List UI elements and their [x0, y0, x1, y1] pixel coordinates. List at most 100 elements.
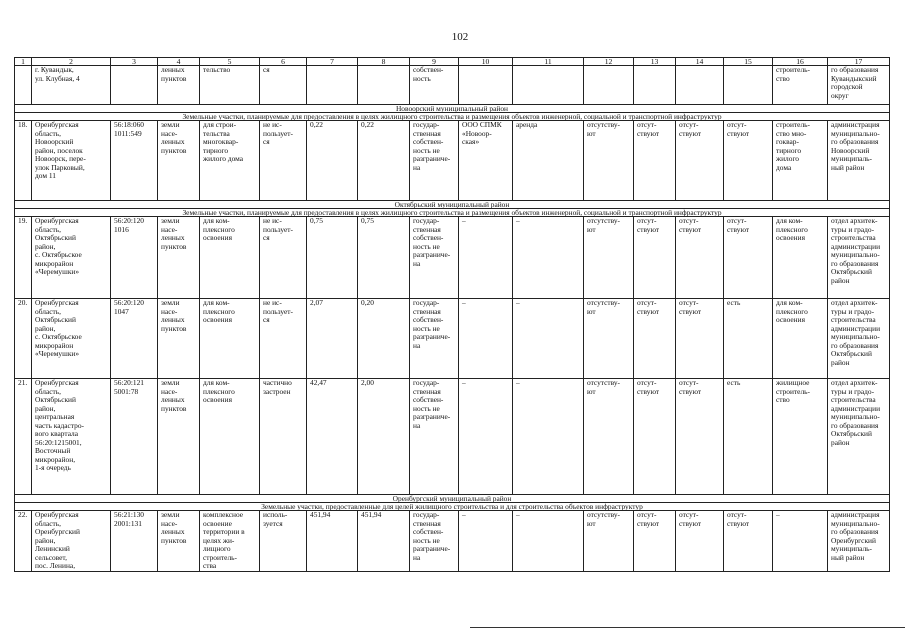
table-cell-col-15: отсут- ствуют [723, 216, 773, 299]
table-cell-col-4: земли насе- ленных пунктов [157, 510, 200, 572]
column-number: 14 [675, 57, 724, 66]
table-row: 22. Оренбургская область, Оренбургский ра… [14, 510, 890, 572]
table-cell-col-9: государ- ственная собствен- ность не раз… [409, 510, 459, 572]
table-cell-col-1: 21. [14, 378, 32, 495]
table-cell-col-15: есть [723, 378, 773, 495]
table-cell-col-14: отсут- ствуют [675, 120, 724, 201]
table-cell-col-2: Оренбургская область, Октябрьский район,… [31, 298, 111, 379]
section-heading: Земельные участки, планируемые для предо… [14, 208, 890, 217]
table-cell-col-14 [675, 65, 724, 105]
column-number: 3 [110, 57, 158, 66]
table-cell-col-2: Оренбургская область, Октябрьский район,… [31, 378, 111, 495]
table-cell-col-14: отсут- ствуют [675, 378, 724, 495]
table-cell-col-5: для ком- плексного освоения [199, 298, 260, 379]
table-cell-col-7: 451,94 [306, 510, 358, 572]
table-cell-col-14: отсут- ствуют [675, 298, 724, 379]
section-heading-row: Земельные участки, планируемые для предо… [14, 112, 890, 121]
table-row: 20. Оренбургская область, Октябрьский рай… [14, 298, 890, 379]
section-heading: Новоорский муниципальный район [14, 104, 890, 113]
table-cell-col-14: отсут- ствуют [675, 216, 724, 299]
table-cell-col-2: Оренбургская область, Октябрьский район,… [31, 216, 111, 299]
column-number: 9 [409, 57, 459, 66]
table-cell-col-13: отсут- ствуют [633, 216, 676, 299]
table-cell-col-3 [110, 65, 158, 105]
table-cell-col-4: земли насе- ленных пунктов [157, 378, 200, 495]
table-cell-col-13: отсут- ствуют [633, 120, 676, 201]
table-cell-col-2: Оренбургская область, Оренбургский район… [31, 510, 111, 572]
section-heading-row: Оренбургский муниципальный район [14, 494, 890, 503]
table-cell-col-4: земли насе- ленных пунктов [157, 298, 200, 379]
column-number-row: 1 2 3 4 5 6 7 8 9 10 11 12 13 14 15 16 17 [14, 57, 890, 66]
table-row: 19. Оренбургская область, Октябрьский рай… [14, 216, 890, 299]
column-number: 7 [306, 57, 358, 66]
table-cell-col-6: не ис- пользует- ся [259, 298, 307, 379]
table-cell-col-5: для строи- тельства многоквар- тирного ж… [199, 120, 260, 201]
column-number: 11 [512, 57, 584, 66]
table-cell-col-15 [723, 65, 773, 105]
table-cell-col-11: – [512, 298, 584, 379]
column-number: 5 [199, 57, 260, 66]
table-cell-col-8: 2,00 [357, 378, 410, 495]
table-cell-col-5: тельство [199, 65, 260, 105]
table-cell-col-7: 2,07 [306, 298, 358, 379]
page-number: 102 [451, 31, 469, 43]
table-cell-col-12: отсутству- ют [583, 216, 634, 299]
table-cell-col-12: отсутству- ют [583, 378, 634, 495]
table-cell-col-10: – [458, 298, 513, 379]
table-cell-col-15: есть [723, 298, 773, 379]
table-cell-col-4: ленных пунктов [157, 65, 200, 105]
table-cell-col-10: ООО СПМК «Новоор- ская» [458, 120, 513, 201]
land-plots-table: 1 2 3 4 5 6 7 8 9 10 11 12 13 14 15 16 17 г. Кувандык, ул… [14, 57, 890, 572]
table-cell-col-12: отсутству- ют [583, 510, 634, 572]
table-cell-col-16: жилищное строитель- ство [772, 378, 828, 495]
table-row: 21. Оренбургская область, Октябрьский рай… [14, 378, 890, 495]
table-cell-col-12 [583, 65, 634, 105]
table-cell-col-11: аренда [512, 120, 584, 201]
column-number: 4 [157, 57, 200, 66]
section-heading: Земельные участки, предоставленные для ц… [14, 502, 890, 511]
column-number: 6 [259, 57, 307, 66]
table-cell-col-8: 451,94 [357, 510, 410, 572]
table-cell-col-15: отсут- ствуют [723, 120, 773, 201]
table-cell-col-10 [458, 65, 513, 105]
table-cell-col-3: 56:20:120 1047 [110, 298, 158, 379]
table-cell-col-16: строитель- ство мно- гоквар- тирного жил… [772, 120, 828, 201]
table-cell-col-6: исполь- зуется [259, 510, 307, 572]
column-number: 8 [357, 57, 410, 66]
table-row: 18. Оренбургская область, Новоорский райо… [14, 120, 890, 201]
table-cell-col-8: 0,20 [357, 298, 410, 379]
table-cell-col-9: государ- ственная собствен- ность не раз… [409, 378, 459, 495]
table-cell-col-3: 56:20:121 5001:78 [110, 378, 158, 495]
column-number: 2 [31, 57, 111, 66]
table-cell-col-7: 0,22 [306, 120, 358, 201]
column-number: 15 [723, 57, 773, 66]
table-cell-col-9: государ- ственная собствен- ность не раз… [409, 120, 459, 201]
table-cell-col-12: отсутству- ют [583, 120, 634, 201]
table-cell-col-13 [633, 65, 676, 105]
table-cell-col-6: не ис- пользует- ся [259, 120, 307, 201]
table-cell-col-10: – [458, 378, 513, 495]
table-cell-col-2: г. Кувандык, ул. Клубная, 4 [31, 65, 111, 105]
table-cell-col-5: для ком- плексного освоения [199, 216, 260, 299]
table-cell-col-17: отдел архитек- туры и градо- строительст… [827, 216, 890, 299]
table-cell-col-2: Оренбургская область, Новоорский район, … [31, 120, 111, 201]
table-cell-col-7: 0,75 [306, 216, 358, 299]
table-cell-col-17: администрация муниципально- го образован… [827, 510, 890, 572]
table-cell-col-17: го образования Кувандыкский городской ок… [827, 65, 890, 105]
table-cell-col-13: отсут- ствуют [633, 510, 676, 572]
table-cell-col-11 [512, 65, 584, 105]
section-heading: Земельные участки, планируемые для предо… [14, 112, 890, 121]
section-heading-row: Земельные участки, предоставленные для ц… [14, 502, 890, 511]
table-cell-col-8: 0,22 [357, 120, 410, 201]
column-number: 16 [772, 57, 828, 66]
table-cell-col-11: – [512, 510, 584, 572]
table-cell-col-13: отсут- ствуют [633, 298, 676, 379]
table-cell-col-16: для ком- плексного освоения [772, 216, 828, 299]
table-cell-col-3: 56:21:130 2001:131 [110, 510, 158, 572]
table-cell-col-16: строитель- ство [772, 65, 828, 105]
column-number: 10 [458, 57, 513, 66]
table-cell-col-7 [306, 65, 358, 105]
table-cell-col-10: – [458, 216, 513, 299]
table-cell-col-5: для ком- плексного освоения [199, 378, 260, 495]
table-cell-col-13: отсут- ствуют [633, 378, 676, 495]
